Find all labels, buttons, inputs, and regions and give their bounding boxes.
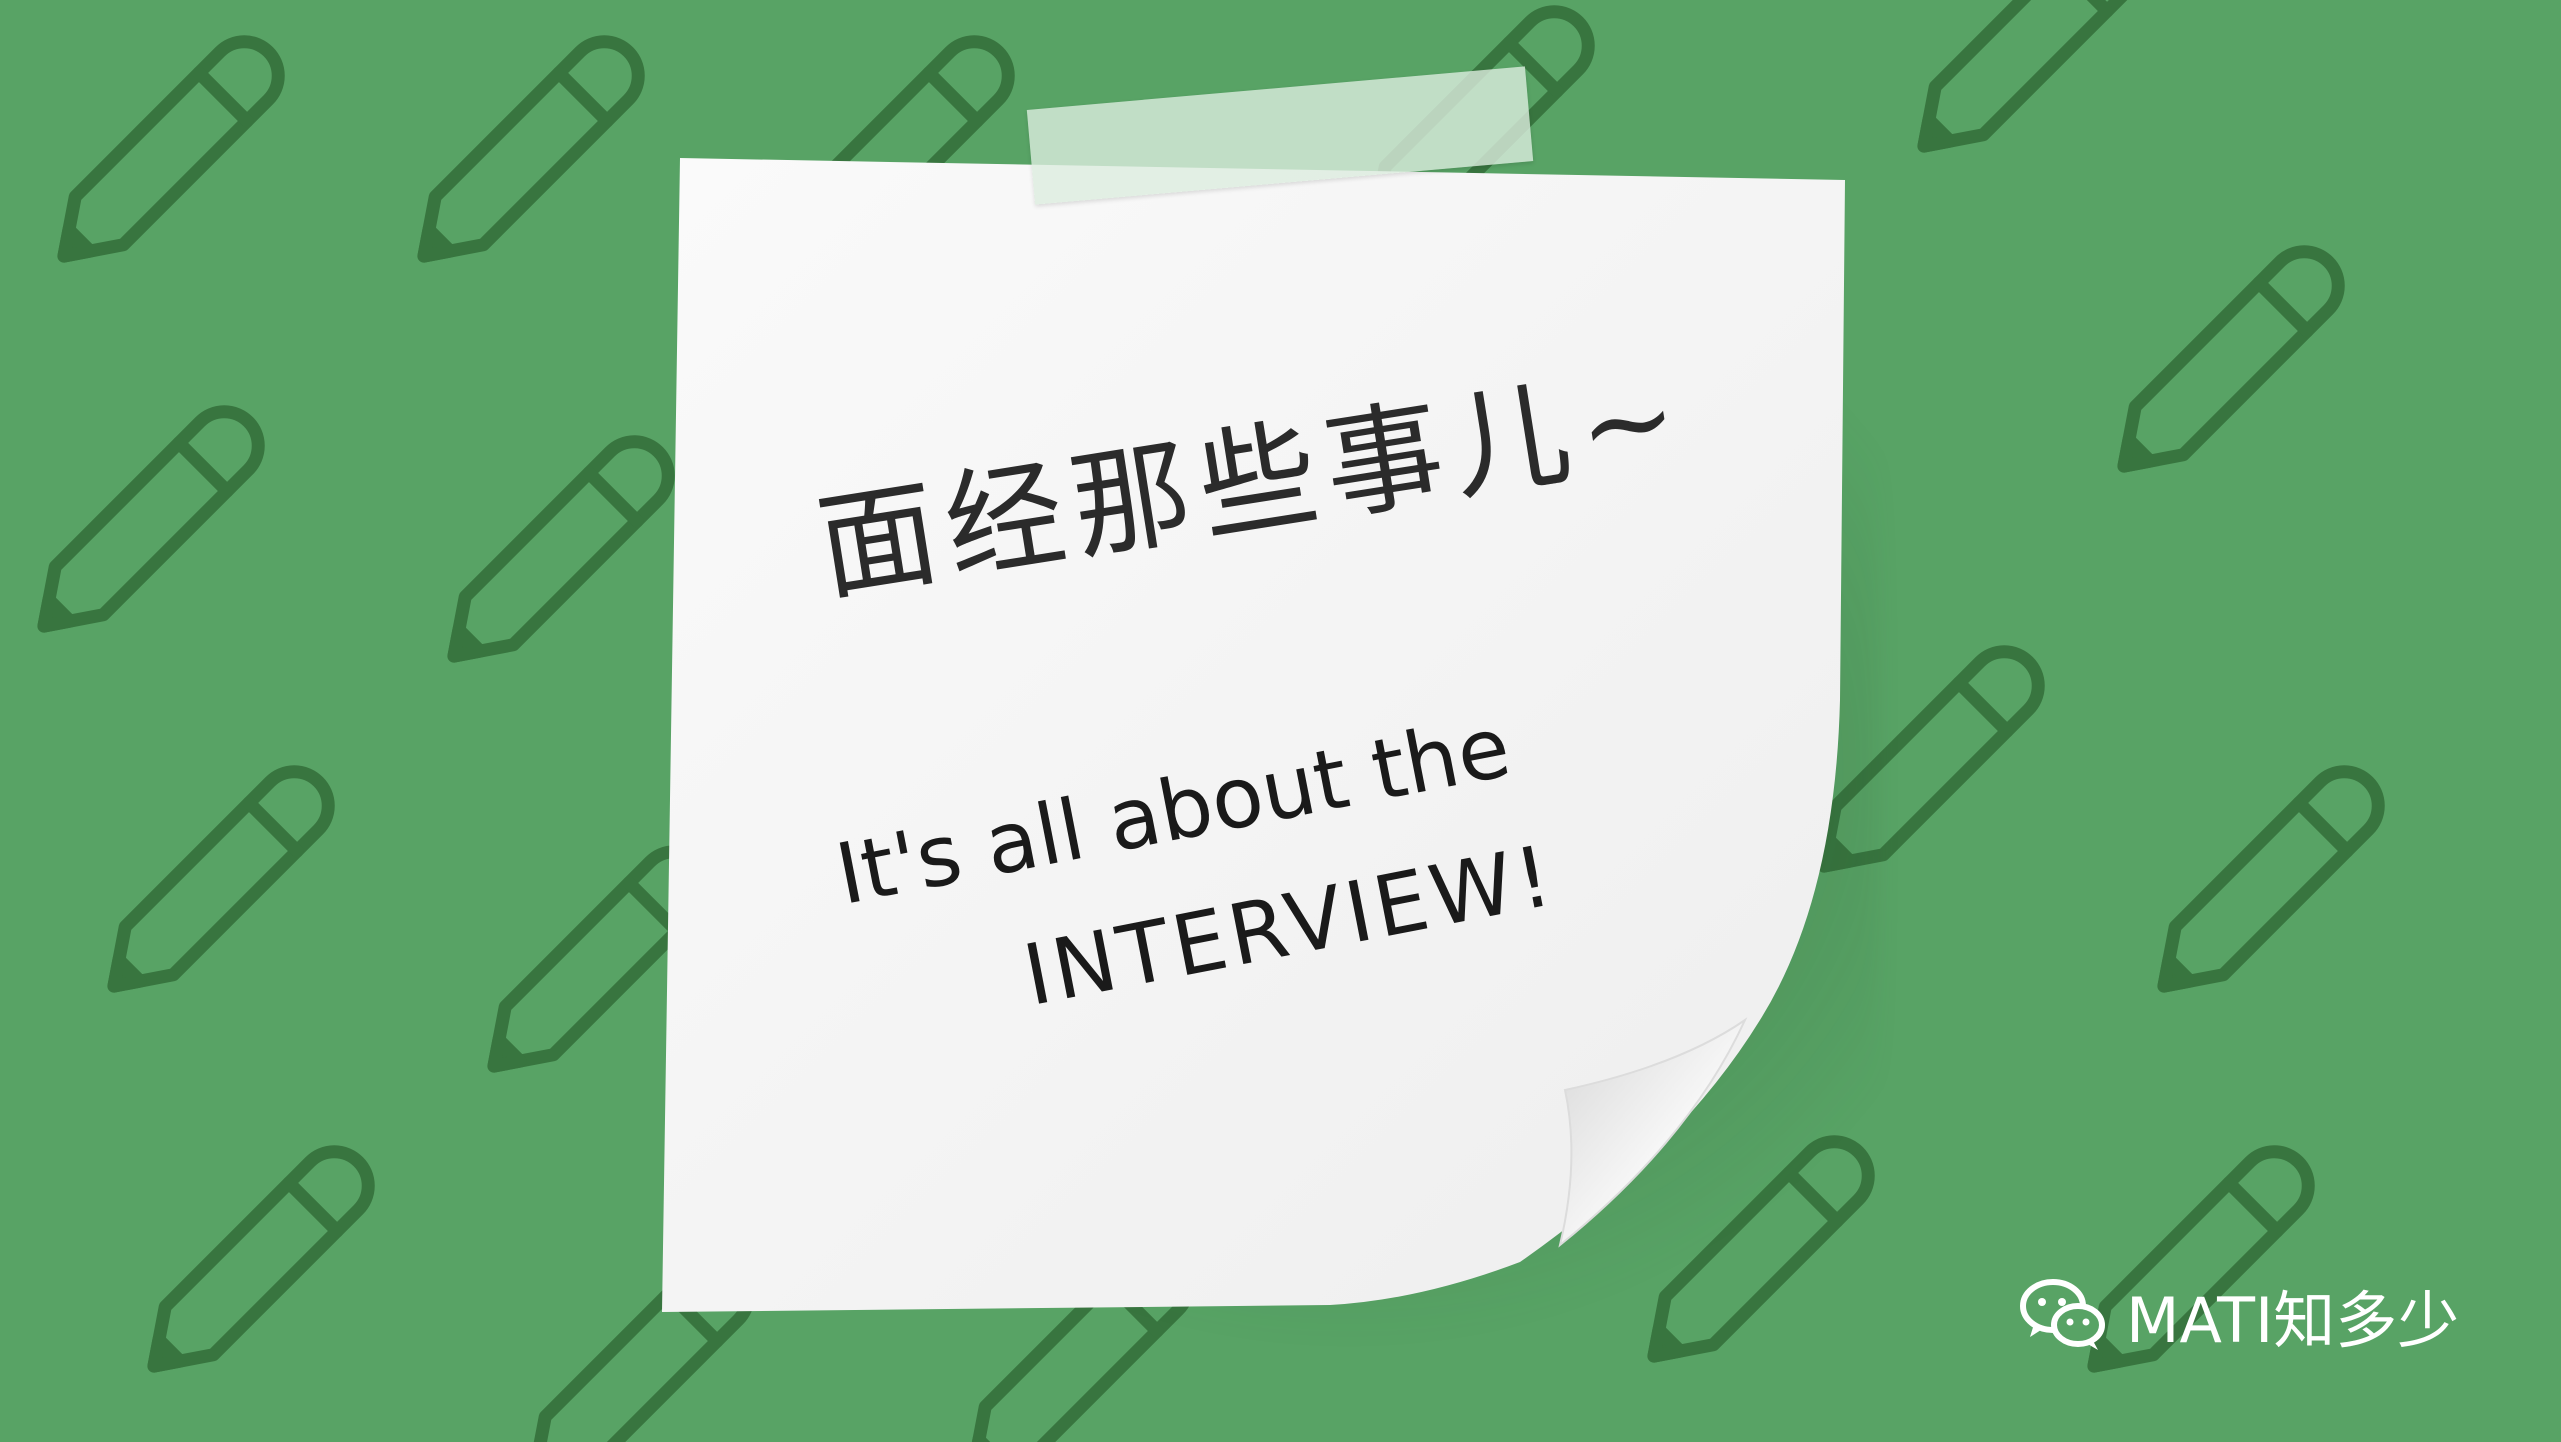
watermark: MATI知多少	[2020, 1270, 2459, 1360]
pencil-icon	[147, 1145, 375, 1373]
pencil-icon	[1647, 1135, 1875, 1363]
pencil-icon	[37, 405, 265, 633]
pencil-icon	[57, 35, 285, 263]
watermark-label: MATI知多少	[2126, 1284, 2460, 1357]
pencil-icon	[417, 35, 645, 263]
pencil-icon	[2157, 765, 2385, 993]
pencil-icon	[2117, 245, 2345, 473]
note-paper	[662, 158, 1845, 1312]
pencil-icon	[447, 435, 675, 663]
pencil-icon	[1817, 645, 2045, 873]
wechat-icon	[2020, 1279, 2105, 1350]
pencil-icon	[1917, 0, 2145, 153]
pencil-icon	[2087, 1145, 2315, 1373]
pencil-icon	[107, 765, 335, 993]
note-curl	[1558, 1017, 1748, 1248]
